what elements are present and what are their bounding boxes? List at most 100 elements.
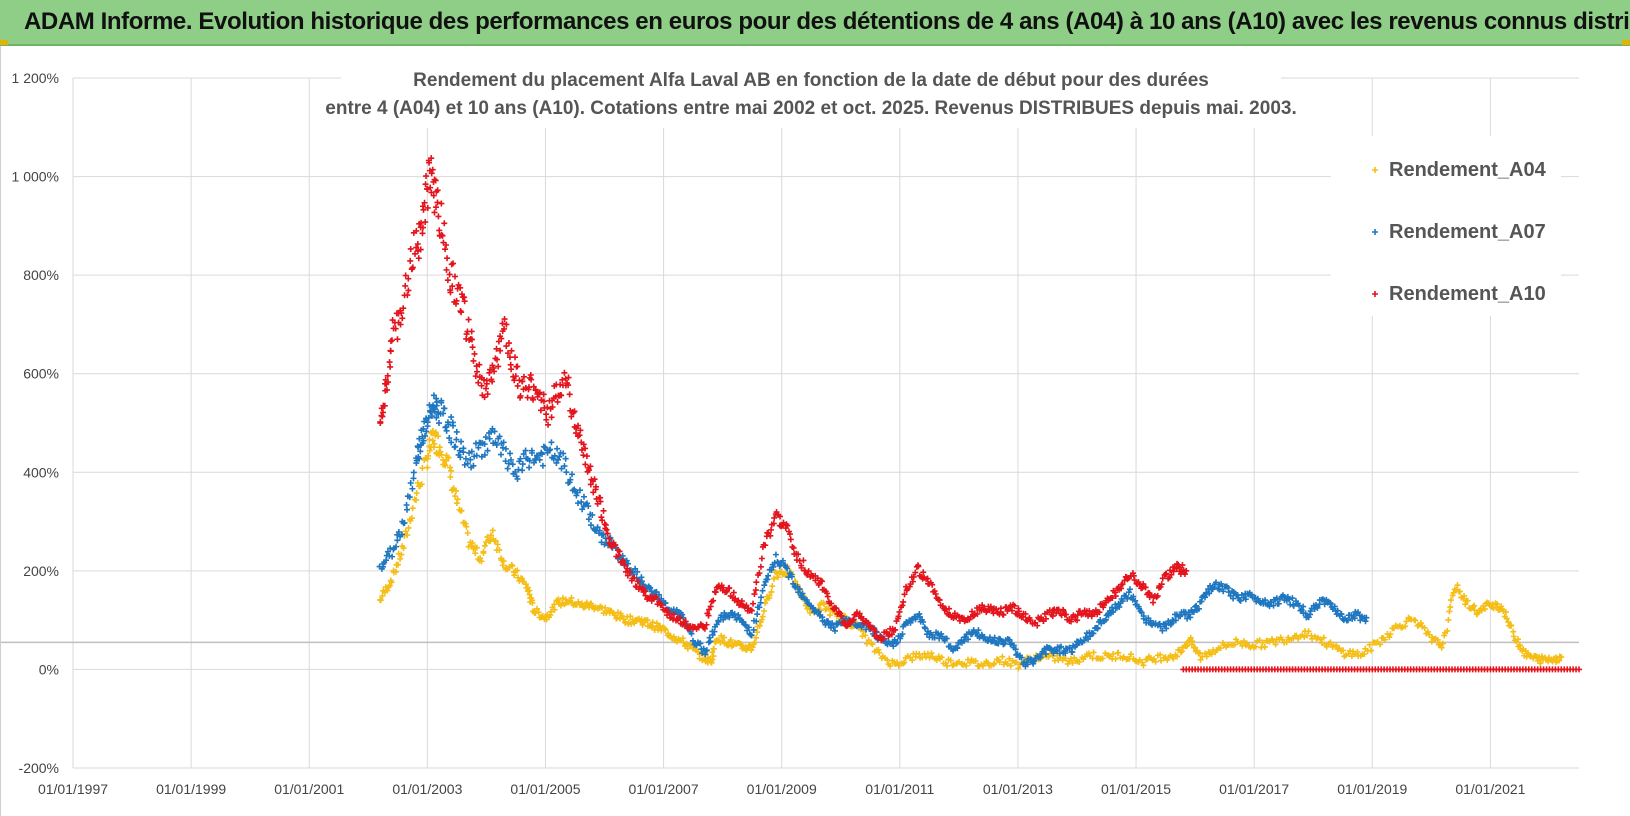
rendement-a04-point bbox=[1333, 642, 1340, 649]
rendement-a10-point bbox=[497, 347, 504, 354]
rendement-a10-point bbox=[997, 605, 1004, 612]
rendement-a04-point bbox=[398, 551, 405, 558]
rendement-a10-point bbox=[819, 578, 826, 585]
rendement-a10-point bbox=[443, 242, 450, 248]
rendement-a10-point bbox=[892, 626, 899, 633]
rendement-a07-point bbox=[550, 455, 557, 462]
rendement-a10-point bbox=[414, 240, 421, 247]
rendement-a10-point bbox=[450, 260, 457, 267]
rendement-a07-point bbox=[815, 608, 822, 615]
rendement-a04-point bbox=[392, 568, 399, 575]
rendement-a10-point bbox=[805, 568, 812, 575]
rendement-a10-point bbox=[1049, 613, 1056, 620]
rendement-a04-point bbox=[901, 659, 908, 666]
rendement-a04-point bbox=[1446, 608, 1453, 615]
rendement-a04-point bbox=[826, 612, 833, 619]
rendement-a04-point bbox=[754, 629, 761, 636]
rendement-a04-point bbox=[618, 612, 625, 619]
rendement-a07-point bbox=[1298, 606, 1305, 613]
rendement-a10-point bbox=[1063, 611, 1070, 618]
rendement-a07-point bbox=[456, 447, 463, 454]
rendement-a04-point bbox=[1456, 588, 1463, 595]
rendement-a04-point bbox=[408, 515, 415, 522]
rendement-a07-point bbox=[393, 543, 400, 550]
rendement-a07-point bbox=[1300, 603, 1307, 610]
rendement-a07-point bbox=[579, 506, 586, 513]
rendement-a04-point bbox=[568, 594, 575, 601]
rendement-a04-point bbox=[1187, 634, 1194, 641]
rendement-a04-point bbox=[404, 532, 411, 539]
rendement-a07-point bbox=[761, 582, 768, 589]
rendement-a10-point bbox=[384, 379, 391, 386]
rendement-a04-point bbox=[1004, 660, 1011, 667]
rendement-a10-point bbox=[568, 413, 575, 420]
rendement-a10-point bbox=[428, 170, 435, 177]
rendement-a04-point bbox=[1090, 649, 1097, 656]
rendement-a07-point bbox=[831, 627, 838, 634]
rendement-a10-point bbox=[558, 392, 565, 399]
rendement-a10-point bbox=[800, 557, 807, 564]
rendement-a10-point bbox=[932, 590, 939, 597]
rendement-a04-point bbox=[1006, 655, 1013, 662]
rendement-a07-point bbox=[594, 524, 601, 531]
rendement-a04-point bbox=[1421, 624, 1428, 631]
rendement-a10-point bbox=[444, 277, 451, 284]
rendement-a04-point bbox=[709, 649, 716, 656]
rendement-a04-point bbox=[749, 644, 756, 651]
rendement-a10-point bbox=[559, 376, 566, 383]
rendement-a04-point bbox=[1444, 627, 1451, 634]
rendement-a04-point bbox=[1203, 653, 1210, 660]
rendement-a04-point bbox=[481, 542, 488, 549]
rendement-a07-point bbox=[1206, 590, 1213, 597]
rendement-a07-point bbox=[625, 560, 632, 567]
rendement-a04-point bbox=[379, 592, 386, 599]
rendement-a07-point bbox=[907, 619, 914, 626]
rendement-a07-point bbox=[796, 585, 803, 592]
rendement-a04-point bbox=[1076, 659, 1083, 666]
rendement-a10-point bbox=[620, 557, 627, 564]
rendement-a10-point bbox=[924, 575, 931, 582]
rendement-a07-point bbox=[1066, 644, 1073, 651]
rendement-a07-point bbox=[563, 469, 570, 476]
rendement-a04-point bbox=[1447, 597, 1454, 604]
rendement-a10-point bbox=[402, 272, 409, 279]
rendement-a10-point bbox=[430, 192, 437, 199]
rendement-a10-point bbox=[387, 363, 394, 370]
rendement-a04-point bbox=[653, 620, 660, 627]
rendement-a04-point bbox=[753, 634, 760, 641]
y-tick-label: -200% bbox=[19, 760, 59, 776]
rendement-a07-point bbox=[452, 443, 459, 450]
rendement-a10-point bbox=[407, 245, 414, 252]
rendement-a07-point bbox=[1286, 596, 1293, 603]
rendement-a04-point bbox=[862, 632, 869, 639]
rendement-a07-point bbox=[410, 469, 417, 476]
rendement-a10-point bbox=[624, 565, 631, 572]
rendement-a07-point bbox=[1321, 601, 1328, 608]
rendement-a10-point bbox=[828, 600, 835, 607]
rendement-a04-point bbox=[447, 474, 454, 481]
rendement-a10-point bbox=[838, 612, 845, 619]
rendement-a04-point bbox=[478, 558, 485, 565]
rendement-a07-point bbox=[931, 634, 938, 641]
rendement-a04-point bbox=[377, 597, 384, 604]
rendement-a10-point bbox=[503, 343, 510, 350]
rendement-a07-point bbox=[1069, 649, 1076, 656]
rendement-a07-point bbox=[555, 456, 562, 463]
rendement-a10-point bbox=[790, 544, 797, 551]
rendement-a10-point bbox=[578, 446, 585, 453]
rendement-a10-point bbox=[537, 407, 544, 414]
rendement-a10-point bbox=[431, 209, 438, 216]
rendement-a07-point bbox=[1363, 614, 1370, 621]
rendement-a07-point bbox=[943, 635, 950, 642]
y-tick-label: 200% bbox=[23, 563, 59, 579]
rendement-a07-point bbox=[401, 519, 408, 526]
rendement-a07-point bbox=[443, 427, 450, 434]
rendement-a07-point bbox=[460, 445, 467, 452]
y-tick-label: 800% bbox=[23, 267, 59, 283]
rendement-a07-point bbox=[1163, 625, 1170, 632]
rendement-a04-point bbox=[721, 634, 728, 641]
rendement-a10-point bbox=[615, 552, 622, 559]
rendement-a07-point bbox=[1010, 642, 1017, 649]
rendement-a10-point bbox=[603, 526, 610, 533]
rendement-a04-point bbox=[670, 633, 677, 640]
